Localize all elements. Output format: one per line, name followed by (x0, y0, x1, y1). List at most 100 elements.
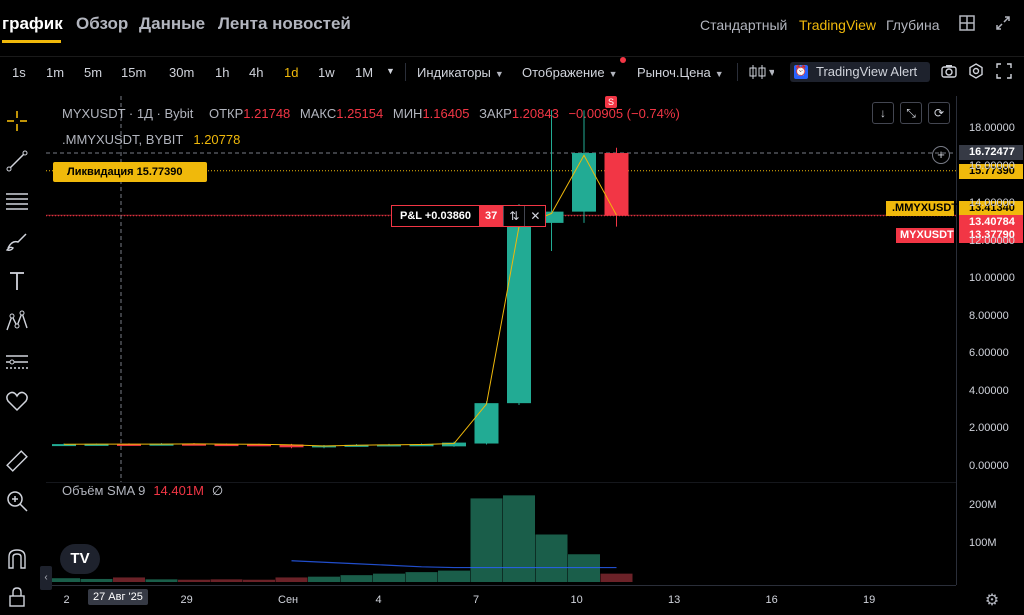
position-qty: 37 (479, 206, 504, 226)
close-position-icon[interactable]: ✕ (524, 206, 545, 226)
svg-text:▼: ▼ (769, 68, 774, 77)
crosshair-date-label: 27 Авг '25 (88, 589, 148, 605)
ruler-icon[interactable] (4, 448, 34, 478)
symbol-label: MYXUSDT · 1Д · Bybit (62, 106, 194, 121)
timeframe-1m[interactable]: 1m (46, 65, 65, 80)
auto-scale-icon[interactable]: ⤡ (900, 102, 922, 124)
time-tick-label: 16 (765, 594, 778, 606)
axis-settings-gear-icon[interactable]: ⚙ (984, 592, 1000, 609)
mark-price-legend: .MMYXUSDT, BYBIT 1.20778 (62, 132, 240, 147)
refresh-icon[interactable]: ⟳ (928, 102, 950, 124)
open-label: ОТКР (209, 106, 244, 121)
trend-line-icon[interactable] (4, 148, 34, 178)
tab-chart[interactable]: график (2, 14, 63, 33)
chart-type-candles-icon[interactable]: ▼ (748, 63, 776, 84)
camera-icon[interactable] (940, 62, 958, 83)
timeframe-1h[interactable]: 1h (215, 65, 230, 80)
candle-body (279, 444, 304, 448)
volume-bar (535, 534, 568, 582)
high-label: МАКС (299, 106, 337, 121)
fib-lines-icon[interactable] (4, 188, 34, 218)
candle-body (442, 442, 466, 447)
text-tool-icon[interactable] (4, 268, 34, 298)
volume-legend: Объём SMA 9 14.401M ∅ (62, 483, 223, 499)
heart-icon[interactable] (4, 388, 34, 418)
price-chart[interactable] (46, 96, 956, 482)
reverse-position-icon[interactable]: ⇅ (503, 206, 524, 226)
volume-sma-line (291, 560, 617, 569)
pnl-position-badge[interactable]: P&L +0.03860 37 ⇅ ✕ (391, 205, 547, 227)
price-tick-label: 12.00000 (969, 234, 1015, 247)
price-tick-label: 2.00000 (969, 422, 1009, 435)
liquidation-label[interactable]: Ликвидация 15.77390 (53, 162, 207, 182)
tab-news-feed[interactable]: Лента новостей (218, 14, 351, 33)
price-type-button[interactable]: Рыноч.Цена ▼ (637, 65, 724, 80)
timeframe-1s[interactable]: 1s (12, 65, 26, 80)
add-alert-plus-icon[interactable]: + (932, 146, 950, 164)
crosshair-icon[interactable] (4, 108, 34, 138)
timeframe-4h[interactable]: 4h (249, 65, 264, 80)
view-depth[interactable]: Глубина (886, 17, 940, 33)
volume-sma-label: Объём SMA 9 (62, 483, 146, 498)
price-tick-label: 0.00000 (969, 460, 1009, 472)
mark-symbol-label: .MMYXUSDT, BYBIT (62, 132, 184, 147)
timeframe-1w[interactable]: 1w (318, 65, 335, 80)
forecast-icon[interactable] (4, 348, 34, 378)
timeframe-1M[interactable]: 1M (355, 65, 374, 80)
high-value: 1.25154 (336, 106, 384, 121)
price-axis[interactable]: 16.72477 15.77390 13.41340 13.40784 13.3… (956, 96, 1024, 585)
volume-bar (48, 578, 80, 582)
candle-body (182, 443, 206, 446)
timeframe-1d[interactable]: 1d (284, 65, 299, 80)
time-tick-label: 7 (473, 594, 480, 606)
timeframe-5m[interactable]: 5m (84, 65, 103, 80)
settings-gear-icon[interactable] (967, 62, 985, 83)
layout-grid-icon[interactable] (957, 14, 977, 34)
caret-down-icon: ▼ (714, 69, 724, 79)
volume-chart[interactable] (46, 482, 956, 585)
candle-body (117, 443, 141, 446)
time-tick-label: 2 (63, 594, 70, 606)
low-label: МИН (392, 106, 423, 121)
candle-body (572, 153, 596, 212)
display-button[interactable]: Отображение ▼ (522, 65, 618, 80)
display-label: Отображение (522, 65, 605, 80)
view-standard[interactable]: Стандартный (700, 17, 788, 33)
indicators-button[interactable]: Индикаторы ▼ (417, 65, 504, 80)
collapse-panel-chevron-icon[interactable]: ‹ (40, 566, 52, 590)
indicators-label: Индикаторы (417, 65, 491, 80)
mark-price-label: 13.41340 (959, 201, 1023, 217)
candle-body (507, 222, 531, 404)
zoom-in-icon[interactable] (4, 488, 34, 518)
pattern-icon[interactable] (4, 308, 34, 338)
mark-price-value: 1.20778 (193, 132, 241, 147)
tradingview-alert-button[interactable]: ⏰ TradingView Alert (790, 62, 930, 82)
mark-name-label: .MMYXUSDT (886, 201, 958, 217)
brush-icon[interactable] (4, 228, 34, 258)
timeframe-15m[interactable]: 15m (121, 65, 147, 80)
volume-sma-value: 14.401M (153, 483, 204, 498)
price-tick-label: 6.00000 (969, 347, 1009, 360)
candle-body (214, 444, 239, 447)
lock-icon[interactable] (4, 584, 34, 614)
fullscreen-icon[interactable] (995, 62, 1013, 83)
sell-marker[interactable]: S (605, 96, 617, 108)
tab-overview[interactable]: Обзор (76, 14, 129, 33)
last-price-label: 13.37790 (959, 227, 1023, 243)
arrow-down-icon[interactable]: ↓ (872, 102, 894, 124)
time-axis[interactable]: 27 Авг '25 2 29 Сен 4 7 10 13 16 19 (46, 585, 956, 615)
magnet-icon[interactable] (4, 546, 34, 576)
timeframe-30m[interactable]: 30m (169, 65, 195, 80)
candle-body (344, 444, 369, 447)
tab-data[interactable]: Данные (139, 14, 206, 33)
volume-empty-value: ∅ (211, 483, 224, 498)
volume-bar (373, 573, 405, 582)
time-tick-label: 13 (668, 594, 681, 606)
price-type-label: Рыноч.Цена (637, 65, 711, 80)
view-tradingview[interactable]: TradingView (799, 17, 877, 33)
timeframe-more-caret-icon[interactable]: ▼ (386, 66, 395, 76)
collapse-arrows-icon[interactable] (993, 14, 1013, 34)
notification-dot (620, 57, 626, 63)
close-value: 1.20843 (511, 106, 559, 121)
volume-bar (145, 579, 178, 582)
